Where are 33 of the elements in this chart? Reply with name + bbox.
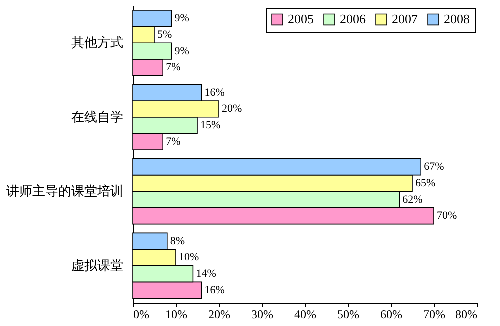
data-label: 9%	[174, 12, 190, 25]
legend-label: 2006	[340, 12, 366, 27]
legend-label: 2007	[392, 12, 418, 27]
data-label: 20%	[222, 103, 242, 116]
legend-label: 2005	[288, 12, 314, 27]
y-tick-label: 在线自学	[72, 110, 124, 126]
x-tick-label: 10%	[166, 308, 188, 322]
x-tick-label: 40%	[294, 308, 316, 322]
data-label: 70%	[437, 210, 458, 222]
y-tick-label: 虚拟课堂	[72, 258, 124, 274]
data-label: 7%	[166, 62, 181, 74]
y-tick-label: 讲师主导的课堂培训	[6, 184, 124, 200]
data-label: 65%	[416, 177, 436, 190]
data-label: 8%	[170, 235, 186, 248]
y-tick-label: 其他方式	[72, 35, 124, 52]
x-tick-label: 60%	[380, 308, 402, 322]
data-label: 15%	[200, 120, 221, 132]
data-label: 67%	[424, 161, 444, 174]
legend-label: 2008	[444, 12, 470, 27]
x-tick-label: 30%	[252, 308, 274, 322]
data-label: 9%	[174, 45, 190, 58]
x-tick-label: 50%	[338, 308, 360, 322]
x-tick-label: 20%	[208, 308, 230, 322]
data-label: 10%	[179, 252, 200, 264]
x-tick-label: 0%	[134, 308, 150, 322]
data-label: 7%	[166, 136, 181, 148]
data-label: 16%	[204, 86, 225, 99]
x-tick-label: 80%	[456, 308, 478, 322]
data-label: 16%	[204, 284, 225, 296]
data-label: 62%	[402, 194, 423, 206]
x-tick-label: 70%	[424, 308, 446, 322]
data-label: 14%	[196, 268, 216, 280]
data-label: 5%	[158, 28, 172, 41]
